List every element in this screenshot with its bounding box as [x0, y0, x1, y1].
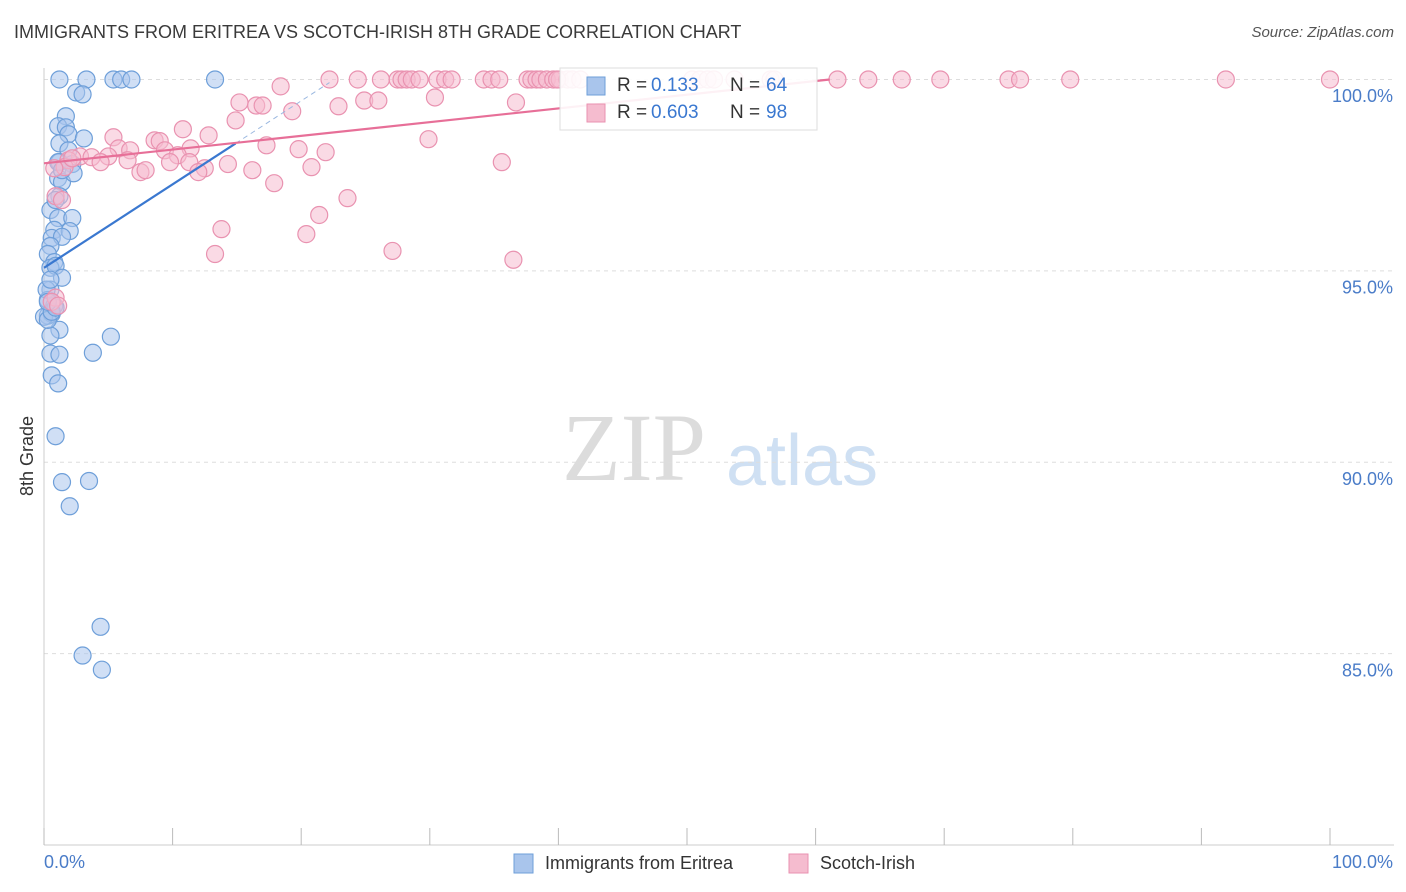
x-tick-label: 100.0% — [1332, 852, 1393, 872]
point — [92, 660, 111, 679]
point — [118, 151, 137, 170]
stats-n-label: N = — [730, 102, 760, 123]
point — [212, 220, 231, 239]
trend-line — [43, 142, 237, 269]
point — [73, 85, 92, 104]
point — [931, 70, 950, 89]
stats-n-label: N = — [730, 75, 760, 96]
point — [79, 471, 99, 491]
point — [490, 70, 509, 89]
y-tick-label: 95.0% — [1342, 278, 1393, 298]
point — [243, 161, 262, 180]
legend-label: Immigrants from Eritrea — [545, 853, 734, 873]
point — [50, 70, 69, 89]
y-tick-label: 90.0% — [1342, 469, 1393, 489]
point — [338, 189, 357, 208]
point — [265, 174, 284, 193]
stats-swatch — [586, 103, 606, 123]
point — [199, 126, 218, 145]
point — [828, 70, 847, 89]
trend-line — [235, 82, 330, 144]
x-tick-label: 0.0% — [44, 852, 85, 872]
point — [173, 120, 192, 139]
point — [419, 130, 438, 149]
point — [442, 70, 461, 89]
point — [504, 250, 523, 269]
point — [425, 88, 445, 107]
point — [892, 70, 911, 89]
stats-r-label: R = — [617, 75, 647, 96]
point — [45, 159, 64, 178]
point — [1216, 70, 1235, 89]
point — [136, 161, 155, 180]
point — [369, 91, 388, 110]
point — [49, 374, 68, 393]
point — [74, 129, 93, 148]
point — [371, 70, 391, 89]
point — [226, 111, 245, 130]
point — [1010, 70, 1030, 89]
point — [253, 96, 272, 115]
stats-r: 0.133 — [651, 75, 699, 96]
watermark: ZIP — [562, 394, 706, 501]
point — [46, 427, 65, 446]
chart-title: IMMIGRANTS FROM ERITREA VS SCOTCH-IRISH … — [14, 22, 741, 42]
point — [283, 102, 302, 121]
point — [348, 70, 367, 89]
point — [63, 149, 82, 168]
y-axis-label: 8th Grade — [17, 416, 37, 496]
point — [52, 473, 72, 492]
point — [83, 343, 102, 362]
point — [41, 270, 60, 289]
watermark: atlas — [726, 421, 878, 501]
point — [271, 77, 290, 96]
point — [492, 153, 511, 172]
point — [289, 140, 308, 159]
point — [60, 497, 79, 516]
stats-r-label: R = — [617, 102, 647, 123]
point — [205, 70, 225, 89]
point — [50, 345, 69, 364]
point — [297, 225, 316, 244]
stats-n: 64 — [766, 75, 788, 96]
point — [91, 617, 110, 636]
point — [310, 205, 329, 225]
stats-swatch — [586, 76, 606, 96]
point — [316, 143, 335, 162]
source: Source: ZipAtlas.com — [1251, 24, 1394, 41]
point — [73, 646, 92, 665]
point — [506, 93, 526, 112]
point — [302, 158, 321, 177]
point — [52, 190, 72, 210]
point — [101, 327, 120, 346]
point — [230, 93, 249, 112]
point — [320, 70, 339, 89]
y-tick-label: 85.0% — [1342, 660, 1393, 680]
point — [205, 244, 225, 264]
point — [1320, 70, 1340, 89]
legend-swatch — [513, 853, 534, 874]
point — [160, 153, 180, 172]
point — [218, 154, 237, 174]
point — [410, 70, 429, 89]
stats-r: 0.603 — [651, 102, 699, 123]
point — [859, 70, 878, 89]
point — [122, 70, 141, 89]
point — [41, 326, 60, 345]
legend-label: Scotch-Irish — [820, 853, 915, 873]
point — [329, 97, 348, 116]
point — [1061, 70, 1080, 89]
point — [49, 296, 68, 315]
point — [383, 241, 402, 261]
y-tick-label: 100.0% — [1332, 86, 1393, 106]
stats-n: 98 — [766, 102, 787, 123]
legend-swatch — [788, 853, 809, 874]
